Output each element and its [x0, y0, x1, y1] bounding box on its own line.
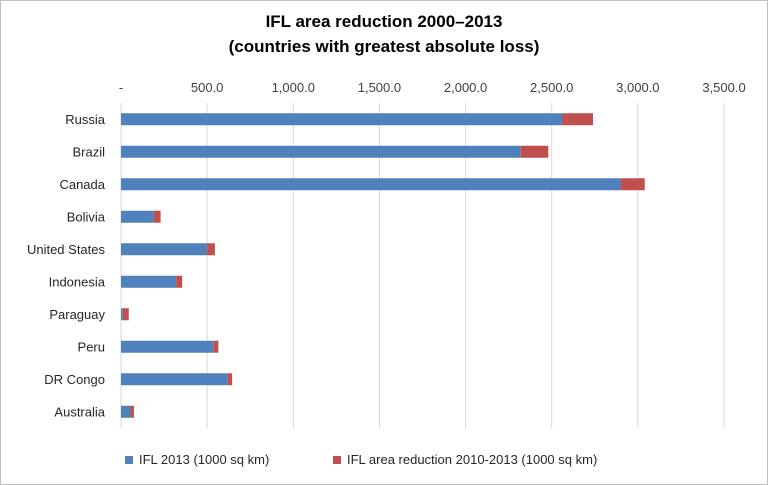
- category-label: Bolivia: [67, 209, 106, 224]
- x-tick-label: 1,500.0: [358, 80, 401, 95]
- bar-ifl-reduction: [562, 113, 594, 126]
- category-label: Australia: [54, 404, 105, 419]
- x-tick-label: 3,000.0: [616, 80, 659, 95]
- x-tick-label: 1,000.0: [272, 80, 315, 95]
- category-label: United States: [27, 242, 106, 257]
- bar-ifl-2013: [121, 178, 621, 191]
- bar-ifl-2013: [121, 113, 563, 126]
- bar-ifl-2013: [121, 145, 521, 158]
- category-label: DR Congo: [44, 372, 105, 387]
- bar-ifl-2013: [121, 340, 214, 353]
- bar-ifl-2013: [121, 275, 177, 288]
- category-label: Indonesia: [49, 274, 106, 289]
- x-tick-label: 500.0: [191, 80, 224, 95]
- category-label: Canada: [59, 177, 105, 192]
- x-tick-labels: - 500.0 1,000.0 1,500.0 2,000.0 2,500.0 3,000.…: [119, 80, 746, 95]
- bar-ifl-reduction: [207, 243, 215, 256]
- bar-ifl-reduction: [620, 178, 645, 191]
- bar-ifl-2013: [121, 243, 208, 256]
- bar-ifl-reduction: [520, 145, 549, 158]
- bar-ifl-reduction: [213, 340, 219, 353]
- legend-item-ifl-2013: IFL 2013 (1000 sq km): [125, 452, 269, 467]
- bar-ifl-2013: [121, 308, 123, 321]
- bar-ifl-reduction: [153, 210, 161, 223]
- bar-ifl-2013: [121, 405, 131, 418]
- legend-swatch-blue: [125, 455, 133, 464]
- x-tick-label: 2,000.0: [444, 80, 487, 95]
- chart-title: IFL area reduction 2000–2013: [265, 12, 503, 31]
- x-tick-label: 2,500.0: [530, 80, 573, 95]
- bar-ifl-reduction: [227, 373, 233, 386]
- legend-swatch-red: [333, 455, 341, 464]
- bar-ifl-reduction: [130, 405, 134, 418]
- bar-ifl-2013: [121, 373, 228, 386]
- category-label: Peru: [78, 339, 105, 354]
- category-label: Brazil: [72, 144, 105, 159]
- legend-label: IFL area reduction 2010-2013 (1000 sq km…: [347, 452, 598, 467]
- legend-label: IFL 2013 (1000 sq km): [139, 452, 270, 467]
- legend-item-ifl-reduction: IFL area reduction 2010-2013 (1000 sq km…: [333, 452, 597, 467]
- bar-ifl-2013: [121, 210, 154, 223]
- category-label: Paraguay: [49, 307, 105, 322]
- bar-ifl-reduction: [176, 275, 183, 288]
- bars: [121, 113, 645, 418]
- category-label: Russia: [65, 112, 106, 127]
- x-tick-label: -: [119, 80, 123, 95]
- bar-ifl-reduction: [122, 308, 129, 321]
- chart-subtitle: (countries with greatest absolute loss): [228, 37, 540, 56]
- category-labels: Russia Brazil Canada Bolivia United States In…: [27, 112, 106, 420]
- x-tick-label: 3,500.0: [702, 80, 745, 95]
